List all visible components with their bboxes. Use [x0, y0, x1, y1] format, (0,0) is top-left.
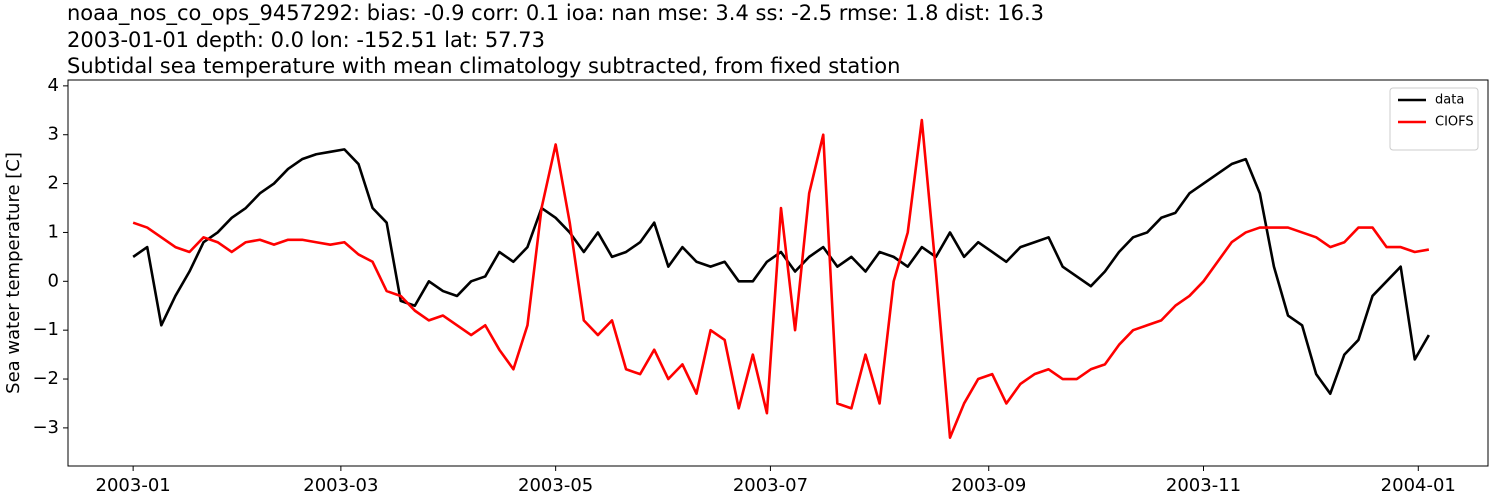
title-line: 2003-01-01 depth: 0.0 lon: -152.51 lat: … — [67, 28, 545, 52]
y-tick-label: −1 — [32, 319, 59, 340]
series-line — [132, 118, 1430, 439]
x-tick-label: 2004-01 — [1381, 475, 1456, 496]
y-tick-label: 2 — [48, 173, 59, 194]
title-line: Subtidal sea temperature with mean clima… — [67, 54, 900, 78]
x-tick-label: 2003-05 — [518, 475, 593, 496]
legend-label: CIOFS — [1435, 115, 1474, 130]
legend-box — [1389, 87, 1479, 151]
y-tick-label: 4 — [48, 75, 59, 96]
y-axis-label: Sea water temperature [C] — [3, 152, 24, 394]
x-tick-label: 2003-09 — [951, 475, 1026, 496]
y-tick-label: 3 — [48, 124, 59, 145]
y-tick-label: −2 — [32, 368, 59, 389]
x-tick-label: 2003-01 — [96, 475, 171, 496]
x-tick-label: 2003-07 — [733, 475, 808, 496]
title-line: noaa_nos_co_ops_9457292: bias: -0.9 corr… — [67, 1, 1044, 26]
legend-label: data — [1435, 93, 1464, 108]
y-tick-label: 1 — [48, 221, 59, 242]
x-tick-label: 2003-11 — [1166, 475, 1241, 496]
y-tick-label: −3 — [32, 417, 59, 438]
axes-frame — [67, 79, 1489, 467]
x-tick-label: 2003-03 — [303, 475, 378, 496]
series-line — [132, 148, 1430, 395]
y-tick-label: 0 — [48, 270, 59, 291]
